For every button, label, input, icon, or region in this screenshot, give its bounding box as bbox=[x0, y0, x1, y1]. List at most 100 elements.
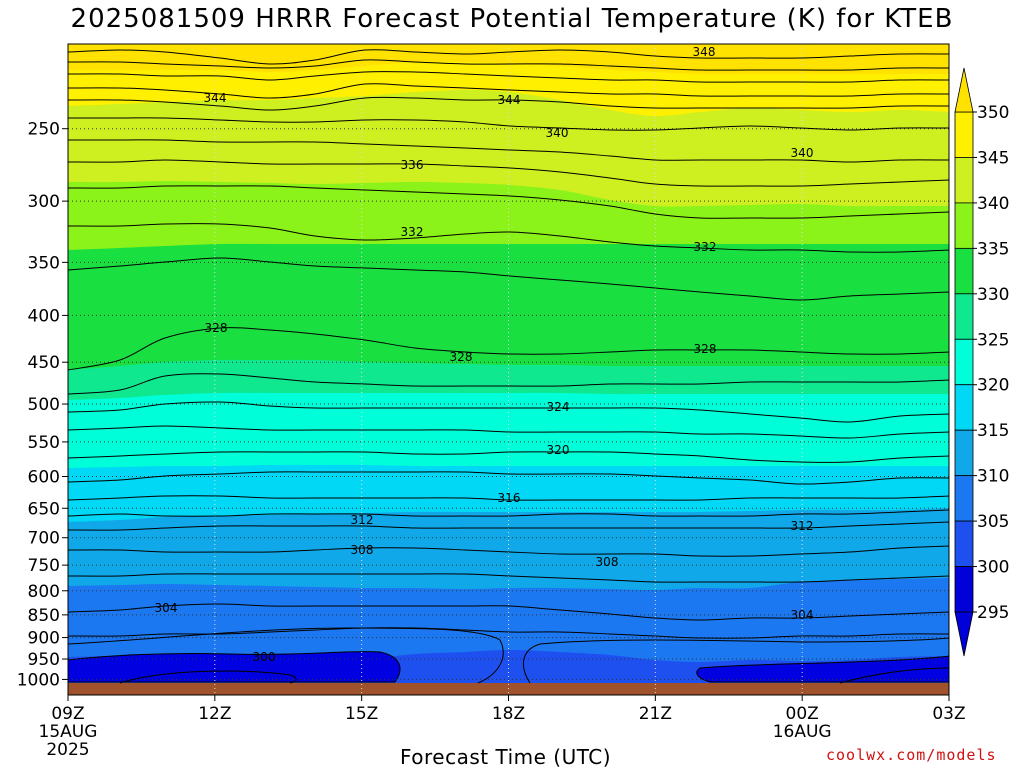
colorbar-segment bbox=[954, 384, 974, 431]
contour-label: 328 bbox=[450, 350, 473, 364]
colorbar-segment bbox=[954, 247, 974, 295]
y-tick-label: 700 bbox=[28, 529, 60, 549]
x-tick-sublabel: 16AUG bbox=[773, 722, 832, 742]
contour-line bbox=[67, 425, 950, 439]
colorbar-label: 310 bbox=[977, 467, 1009, 487]
contour-line bbox=[67, 96, 950, 111]
contour-label: 320 bbox=[547, 443, 570, 457]
y-tick-label: 950 bbox=[28, 650, 60, 670]
colorbar-label: 335 bbox=[977, 239, 1009, 259]
colorbar-label: 315 bbox=[977, 421, 1009, 441]
y-tick-label: 500 bbox=[28, 395, 60, 415]
contour-line bbox=[67, 83, 950, 99]
colorbar-label: 325 bbox=[977, 330, 1009, 350]
colorbar-segment bbox=[954, 338, 974, 386]
contour-label: 300 bbox=[253, 650, 276, 664]
contour-line bbox=[67, 495, 950, 501]
contour-label: 328 bbox=[694, 342, 717, 356]
contour-line bbox=[67, 185, 950, 219]
contour-line bbox=[67, 509, 950, 517]
colorbar-segment bbox=[954, 475, 974, 522]
y-tick-label: 550 bbox=[28, 433, 60, 453]
contour-label: 344 bbox=[498, 93, 521, 107]
contour-label: 316 bbox=[498, 491, 521, 505]
contour-labels: 348 344 344 340 340 336 332 332 328 328 328 324 320 3… bbox=[155, 45, 814, 664]
contour-line bbox=[67, 471, 950, 485]
colorbar-max-arrow bbox=[954, 67, 974, 113]
contour-line bbox=[839, 667, 950, 684]
y-tick-label: 850 bbox=[28, 606, 60, 626]
x-axis-label: Forecast Time (UTC) bbox=[400, 745, 612, 769]
x-tick-label: 03Z bbox=[932, 704, 965, 724]
contour-lines bbox=[67, 49, 950, 684]
x-tick-label: 00Z bbox=[786, 704, 819, 724]
colorbar-label: 330 bbox=[977, 285, 1009, 305]
colorbar: 350 345 340 335 330 325 320 315 310 305 300 295 bbox=[954, 67, 1009, 657]
contour-label: 304 bbox=[155, 601, 178, 615]
y-tick-label: 350 bbox=[28, 253, 60, 273]
contour-line bbox=[67, 373, 950, 395]
y-tick-label: 300 bbox=[28, 192, 60, 212]
x-tick-sublabel: 2025 bbox=[46, 740, 89, 760]
contour-label: 348 bbox=[693, 45, 716, 59]
contour-line bbox=[67, 257, 950, 301]
chart-title: 2025081509 HRRR Forecast Potential Tempe… bbox=[70, 4, 954, 34]
contour-line bbox=[67, 223, 950, 253]
contour-line bbox=[67, 71, 950, 83]
contour-label: 324 bbox=[547, 400, 570, 414]
credit-link[interactable]: coolwx.com/models bbox=[826, 746, 997, 764]
contour-line bbox=[67, 603, 950, 621]
contour-label: 312 bbox=[791, 519, 814, 533]
colorbar-min-arrow bbox=[954, 611, 974, 657]
y-tick-label: 1000 bbox=[17, 670, 60, 690]
y-tick-label: 600 bbox=[28, 467, 60, 487]
contour-line bbox=[67, 401, 950, 423]
x-tick-label: 21Z bbox=[639, 704, 672, 724]
contour-label: 328 bbox=[205, 321, 228, 335]
contour-line bbox=[68, 117, 950, 131]
cold-pool-left bbox=[67, 651, 401, 683]
contour-line bbox=[67, 59, 950, 71]
colorbar-segment bbox=[954, 157, 974, 204]
contour-label: 308 bbox=[351, 543, 374, 557]
contour-line bbox=[67, 521, 950, 531]
y-tick-label: 900 bbox=[28, 629, 60, 649]
contour-line bbox=[67, 49, 950, 65]
colorbar-label: 295 bbox=[977, 603, 1009, 623]
x-tick-label: 12Z bbox=[198, 704, 231, 724]
contour-line bbox=[67, 627, 950, 639]
contour-label: 332 bbox=[694, 240, 717, 254]
contour-line bbox=[67, 545, 950, 557]
contour-label: 308 bbox=[596, 555, 619, 569]
contour-label: 312 bbox=[351, 513, 374, 527]
colorbar-segment bbox=[954, 566, 974, 613]
colorbar-label: 300 bbox=[977, 558, 1009, 578]
contour-line bbox=[67, 627, 504, 684]
colorbar-segment bbox=[954, 202, 974, 249]
contour-line bbox=[119, 670, 297, 684]
y-tick-label: 400 bbox=[28, 306, 60, 326]
y-tick-label: 250 bbox=[28, 120, 60, 140]
contour-line bbox=[67, 327, 950, 371]
band-350-plus bbox=[68, 44, 949, 75]
colorbar-segment bbox=[954, 520, 974, 567]
colorbar-label: 350 bbox=[977, 103, 1009, 123]
colorbar-label: 345 bbox=[977, 148, 1009, 168]
x-tick-label: 18Z bbox=[492, 704, 525, 724]
contour-label: 340 bbox=[791, 146, 814, 160]
contour-line bbox=[67, 451, 950, 463]
y-axis-ticks: 250 300 350 400 450 500 550 600 650 700 750 800 850 9… bbox=[17, 120, 68, 690]
contour-line bbox=[67, 573, 950, 583]
contour-label: 332 bbox=[401, 225, 424, 239]
contour-label: 340 bbox=[546, 126, 569, 140]
colorbar-label: 320 bbox=[977, 376, 1009, 396]
colorbar-segment bbox=[954, 429, 974, 477]
contour-label: 304 bbox=[791, 608, 814, 622]
x-tick-label: 09Z bbox=[51, 704, 84, 724]
y-tick-label: 450 bbox=[28, 353, 60, 373]
contour-label: 336 bbox=[401, 158, 424, 172]
colorbar-segment bbox=[954, 111, 974, 158]
x-tick-label: 15Z bbox=[345, 704, 378, 724]
colorbar-label: 340 bbox=[977, 194, 1009, 214]
cold-pool-right bbox=[696, 655, 950, 683]
